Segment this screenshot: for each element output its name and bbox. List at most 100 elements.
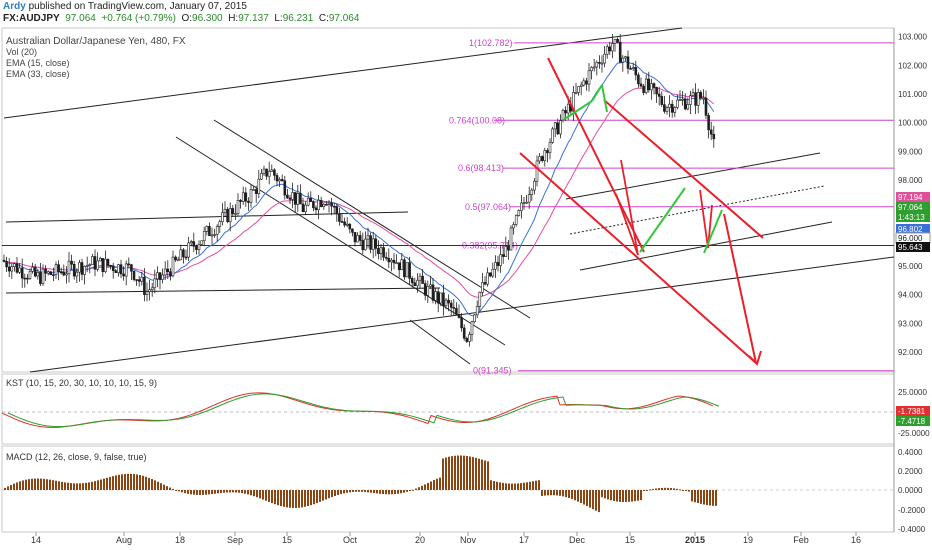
macd-histogram-bar (532, 481, 534, 490)
candle-body (639, 83, 643, 87)
candle-body (72, 263, 76, 277)
open-value: 96.300 (192, 13, 223, 24)
macd-histogram-bar (154, 480, 156, 490)
candle-body (306, 198, 310, 206)
candle-body (400, 259, 404, 271)
candle-body (483, 282, 487, 285)
macd-histogram-bar (682, 490, 684, 491)
candle-body (91, 256, 94, 265)
candle-body (192, 241, 196, 247)
candle-body (709, 129, 713, 135)
candle-body (239, 200, 242, 202)
price-tag-label: 1:43:13 (898, 213, 925, 222)
candle-body (392, 259, 396, 264)
macd-histogram-bar (601, 490, 603, 498)
time-tick-label: 18 (175, 535, 185, 545)
candle-body (275, 175, 279, 182)
macd-histogram-bar (640, 490, 642, 501)
macd-histogram-bar (670, 488, 672, 490)
fib-level-label: 0.5(97.064) (465, 202, 511, 212)
macd-histogram-bar (322, 490, 324, 501)
time-tick-label: Feb (793, 535, 809, 545)
macd-histogram-bar (499, 482, 501, 490)
macd-histogram-bar (172, 488, 174, 490)
macd-histogram-bar (382, 490, 384, 495)
candle-body (218, 221, 222, 227)
macd-histogram-bar (583, 490, 585, 505)
candle-body (390, 259, 393, 263)
macd-histogram-bar (121, 474, 123, 490)
candle-body (182, 249, 185, 258)
candle-body (475, 306, 479, 316)
macd-histogram-bar (325, 490, 327, 500)
candle-body (673, 107, 677, 113)
grid (1, 27, 895, 536)
candle-body (208, 226, 211, 236)
macd-histogram-bar (628, 490, 630, 502)
macd-histogram-bar (685, 490, 687, 491)
candle-body (429, 284, 432, 287)
red-arrow-line (519, 152, 757, 364)
price-tick-label: 93.000 (898, 319, 923, 328)
candle-body (20, 267, 24, 279)
macd-histogram-bar (376, 490, 378, 494)
candle-body (374, 238, 378, 249)
candle-body (397, 262, 401, 271)
candle-body (553, 122, 557, 130)
macd-histogram-bar (463, 455, 465, 490)
macd-histogram-bar (490, 480, 492, 490)
macd-histogram-bar (148, 477, 150, 490)
candle-body (59, 271, 63, 274)
macd-histogram-bar (631, 490, 633, 502)
macd-histogram-bar (184, 490, 186, 494)
trend-line (5, 287, 441, 294)
macd-histogram-bar (64, 482, 66, 490)
macd-histogram-bar (568, 490, 570, 498)
macd-histogram-bar (574, 490, 576, 501)
legend-ema15[interactable]: EMA (15, close) (6, 58, 70, 68)
candle-body (595, 61, 599, 68)
candle-body (436, 291, 440, 304)
macd-histogram-bar (43, 478, 45, 490)
projection-arrows (519, 57, 764, 366)
candle-body (413, 282, 417, 287)
macd-histogram-bar (22, 480, 24, 490)
candle-body (247, 200, 250, 203)
candle-body (416, 279, 419, 287)
candle-body (702, 97, 705, 100)
price-tag-box (896, 212, 930, 222)
macd-histogram-bar (142, 475, 144, 490)
candle-body (65, 273, 68, 276)
candle-body (470, 321, 474, 335)
legend-vol[interactable]: Vol (20) (6, 47, 38, 57)
candle-body (681, 98, 684, 101)
candle-body (486, 272, 489, 285)
kst-label[interactable]: KST (10, 15, 20, 30, 10, 10, 10, 15, 9) (6, 378, 157, 388)
macd-histogram-bar (262, 490, 264, 500)
macd-histogram-bar (328, 490, 330, 499)
candle-body (455, 308, 458, 315)
high-value: 97.137 (238, 13, 269, 24)
macd-histogram-bar (256, 490, 258, 498)
candle-body (608, 46, 612, 52)
candle-body (577, 86, 580, 93)
macd-tick-label: -0.2000 (898, 506, 926, 515)
macd-histogram-bar (55, 480, 57, 490)
candle-body (153, 278, 157, 289)
macd-histogram-bar (355, 490, 357, 492)
candle-body (156, 272, 159, 280)
macd-label[interactable]: MACD (12, 26, close, 9, false, true) (6, 452, 147, 462)
legend-ema33[interactable]: EMA (33, close) (6, 69, 70, 79)
macd-histogram-bar (82, 483, 84, 490)
macd-histogram-bar (10, 484, 12, 490)
macd-histogram-bar (454, 455, 456, 490)
candle-body (171, 256, 175, 277)
macd-histogram-bar (229, 490, 231, 493)
trend-line (175, 136, 506, 346)
macd-histogram-bar (622, 490, 624, 503)
candle-body (494, 262, 497, 270)
author-name[interactable]: Ardy (3, 1, 26, 12)
macd-histogram-bar (334, 490, 336, 496)
macd-histogram-bar (415, 488, 417, 490)
